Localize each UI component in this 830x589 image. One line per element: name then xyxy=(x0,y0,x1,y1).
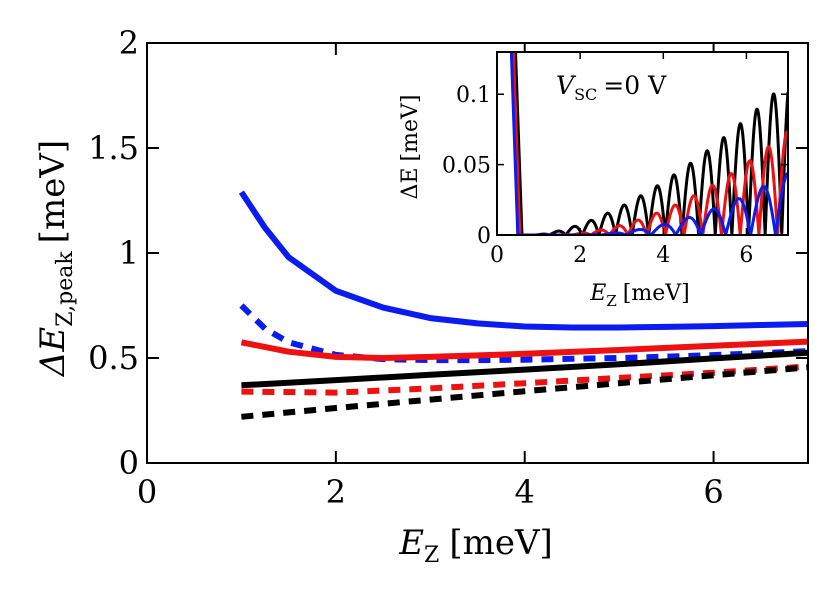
inset-y-tick-label: 0.1 xyxy=(456,83,491,108)
inset-x-label-sub: Z xyxy=(606,292,616,310)
main-plot: 0 2 4 600.511.52 ΔEZ,peak[meV] EZ [meV] xyxy=(33,24,809,568)
main-y-tick-label: 0 xyxy=(119,444,139,482)
main-ticks-group: 0 2 4 6 0 0.5 1 1.5 2 xyxy=(88,24,808,511)
main-x-label-sub: Z xyxy=(424,543,439,568)
inset-annotation-rest: =0 V xyxy=(603,71,667,100)
inset-y-label-unit: [meV] xyxy=(398,95,423,162)
inset-x-label-main: E xyxy=(589,281,606,306)
main-x-label-unit: [meV] xyxy=(449,523,552,563)
main-x-tick-label: 6 xyxy=(703,473,723,511)
inset-x-tick-label: 6 xyxy=(739,243,753,268)
inset-y-tick-label: 0 xyxy=(477,224,491,249)
inset-plot: 0 2 4 6 0 0.05 0.1 VSC =0 V ΔE [meV] EZ [meV] xyxy=(398,51,789,310)
inset-background xyxy=(497,52,788,235)
main-y-label-main: ΔE xyxy=(33,327,73,379)
inset-ticks-group: 0 2 4 6 0 0.05 0.1 xyxy=(442,52,788,268)
inset-annotation-sub: SC xyxy=(574,85,597,104)
series-line-blue-solid xyxy=(238,190,809,331)
inset-annotation: VSC =0 V xyxy=(556,71,667,104)
inset-x-tick-label: 4 xyxy=(656,243,670,268)
main-y-label-sub: Z,peak xyxy=(53,251,78,327)
main-y-label-unit: [meV] xyxy=(33,140,73,243)
main-x-label-main: E xyxy=(398,523,424,563)
main-x-tick-label: 2 xyxy=(326,473,346,511)
inset-series-black xyxy=(514,52,788,235)
series-line-black-solid xyxy=(241,349,809,389)
series-line-red-solid xyxy=(240,338,809,361)
series-line-black-dashed xyxy=(241,364,809,420)
main-y-tick-label: 2 xyxy=(119,24,139,62)
series-line-red-dashed xyxy=(241,363,809,396)
main-y-axis-label: ΔEZ,peak [meV] xyxy=(33,140,78,378)
inset-y-axis-label: ΔE [meV] xyxy=(398,95,423,200)
inset-series-blue xyxy=(509,52,788,235)
main-series-group xyxy=(238,190,809,420)
main-y-tick-label: 1 xyxy=(119,234,139,272)
inset-annotation-main: V xyxy=(556,71,577,100)
inset-y-label-main: ΔE xyxy=(398,167,423,199)
inset-x-label-unit: [meV] xyxy=(623,281,690,306)
inset-x-axis-label: EZ [meV] xyxy=(589,281,689,310)
main-x-tick-label: 4 xyxy=(515,473,535,511)
main-x-axis-label: EZ [meV] xyxy=(398,523,553,568)
main-x-tick-label: 0 xyxy=(137,473,157,511)
inset-plot-frame xyxy=(496,51,789,236)
inset-y-tick-label: 0.05 xyxy=(442,154,491,179)
main-y-tick-label: 1.5 xyxy=(88,129,139,167)
inset-x-tick-label: 2 xyxy=(573,243,587,268)
main-y-tick-label: 0.5 xyxy=(88,339,139,377)
inset-x-tick-label: 0 xyxy=(490,243,504,268)
series-line-blue-dashed xyxy=(239,303,809,364)
